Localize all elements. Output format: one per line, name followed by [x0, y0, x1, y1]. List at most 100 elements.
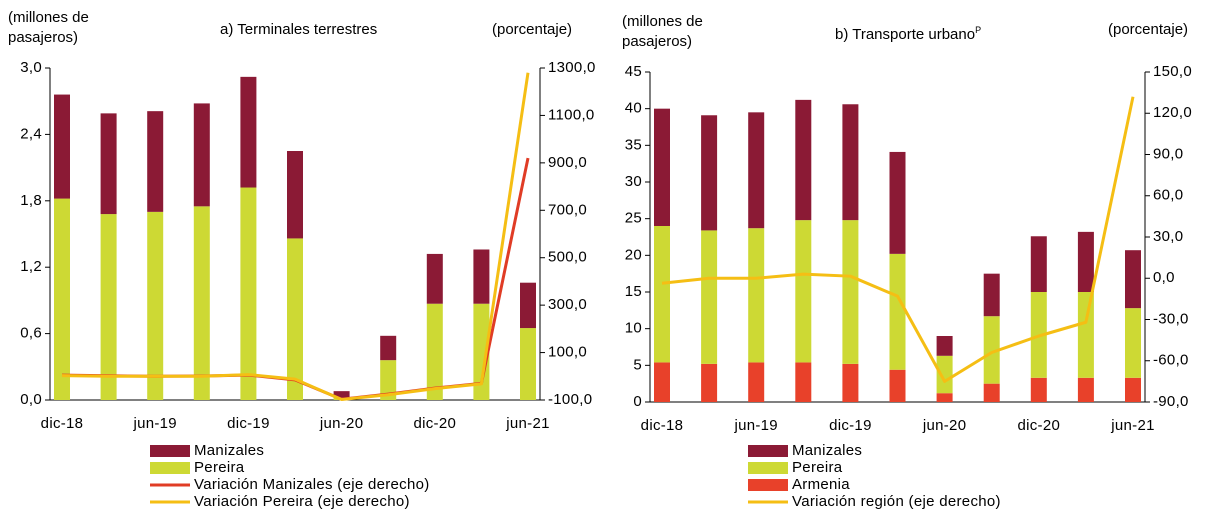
x-tick-label: dic-18 — [641, 417, 684, 434]
y2-tick-label: 1300,0 — [548, 59, 596, 76]
legend-label: Variación región (eje derecho) — [792, 493, 1001, 510]
bar-segment — [983, 273, 1000, 317]
bar-segment — [983, 383, 1000, 402]
title-text: b) Transporte urbano — [835, 26, 976, 43]
bar-segment — [240, 187, 257, 400]
bar-segment — [473, 303, 490, 400]
y-tick-label: 0,0 — [20, 391, 42, 408]
x-tick-label: jun-20 — [922, 417, 967, 434]
y2-tick-label: -60,0 — [1153, 352, 1189, 369]
y-tick-label: 10 — [625, 320, 642, 337]
y2-tick-label: 120,0 — [1153, 104, 1192, 121]
legend-label: Manizales — [194, 442, 264, 459]
line-series — [61, 72, 530, 402]
y-tick-label: 0,6 — [20, 325, 42, 342]
x-tick-label: jun-21 — [505, 415, 550, 432]
y-tick-label: 30 — [625, 173, 642, 190]
bar-segment — [100, 113, 117, 215]
y-axis-label: (millones de pasajeros) — [622, 13, 703, 50]
y2-tick-label: 0,0 — [1153, 269, 1175, 286]
bar-segment — [1125, 308, 1141, 378]
y2-tick-label: -100,0 — [548, 391, 592, 408]
y2-tick-label: 100,0 — [548, 344, 587, 361]
bar-segment — [240, 76, 257, 188]
bar-segment — [520, 328, 536, 400]
y2-tick-label: 900,0 — [548, 154, 587, 171]
bar-segment — [842, 363, 859, 402]
bar-segment — [748, 112, 765, 229]
legend-swatch — [748, 462, 788, 474]
y-tick-label: 15 — [625, 283, 642, 300]
bar-segment — [936, 393, 953, 402]
bar-segment — [426, 253, 443, 304]
legend-label: Armenia — [792, 476, 850, 493]
bar-segment — [654, 362, 670, 402]
x-tick-label: jun-20 — [319, 415, 364, 432]
y-tick-label: 40 — [625, 100, 642, 117]
bar-segment — [193, 206, 210, 400]
bar-segment — [936, 336, 953, 356]
bar-segment — [287, 238, 303, 400]
bar-segment — [100, 214, 117, 400]
bar-segment — [147, 211, 164, 400]
bar-segment — [889, 151, 906, 254]
bar-segment — [748, 362, 765, 402]
y2-tick-label: 700,0 — [548, 201, 587, 218]
bar-segment — [380, 335, 397, 361]
bar-segment — [983, 316, 1000, 384]
bar-segment — [889, 369, 906, 402]
y-tick-label: 20 — [625, 246, 642, 263]
title-note: P — [975, 25, 982, 35]
bar-segment — [426, 303, 443, 400]
bar-segment — [147, 111, 164, 212]
y2-tick-label: 150,0 — [1153, 63, 1192, 80]
x-tick-label: dic-20 — [413, 415, 456, 432]
bar-segment — [654, 226, 670, 363]
y2-axis-label: (porcentaje) — [492, 21, 573, 38]
title-text: a) Terminales terrestres — [220, 21, 378, 38]
y-axis-label: (millones de pasajeros) — [8, 9, 89, 46]
bar-segment — [795, 99, 812, 221]
y2-axis-label: (porcentaje) — [1108, 21, 1189, 38]
bar-segment — [842, 220, 859, 364]
y-tick-label: 5 — [633, 356, 642, 373]
y2-tick-label: -30,0 — [1153, 310, 1189, 327]
bar-segment — [1077, 231, 1094, 292]
chart-title: b) Transporte urbanoP — [835, 20, 981, 45]
bar-segment — [795, 362, 812, 402]
bar-segment — [701, 363, 718, 402]
y2-tick-label: -90,0 — [1153, 393, 1189, 410]
x-tick-label: dic-20 — [1017, 417, 1060, 434]
legend-swatch — [150, 462, 190, 474]
x-tick-label: dic-19 — [829, 417, 872, 434]
legend-swatch — [150, 445, 190, 457]
bar-segment — [1030, 236, 1047, 292]
x-tick-label: dic-18 — [41, 415, 84, 432]
bar-segment — [287, 151, 303, 239]
line-series — [661, 96, 1135, 383]
legend-label: Pereira — [792, 459, 843, 476]
y-tick-label: 1,2 — [20, 258, 42, 275]
bar-segment — [1125, 377, 1141, 402]
y2-tick-label: 60,0 — [1153, 187, 1183, 204]
bar-segment — [795, 220, 812, 363]
bar-segment — [333, 391, 350, 398]
bar-segment — [842, 104, 859, 221]
y-tick-label: 45 — [625, 63, 642, 80]
bar-segment — [473, 249, 490, 304]
y-tick-label: 2,4 — [20, 125, 42, 142]
x-tick-label: jun-19 — [132, 415, 177, 432]
bar-segment — [380, 360, 397, 400]
x-tick-label: jun-21 — [1110, 417, 1155, 434]
y-tick-label: 35 — [625, 136, 642, 153]
legend-label: Variación Manizales (eje derecho) — [194, 476, 430, 493]
bar-segment — [654, 108, 670, 226]
bar-segment — [54, 94, 70, 199]
bar-segment — [1077, 292, 1094, 378]
y2-tick-label: 300,0 — [548, 296, 587, 313]
y2-tick-label: 30,0 — [1153, 228, 1183, 245]
bar-segment — [701, 115, 718, 231]
legend-label: Variación Pereira (eje derecho) — [194, 493, 410, 510]
